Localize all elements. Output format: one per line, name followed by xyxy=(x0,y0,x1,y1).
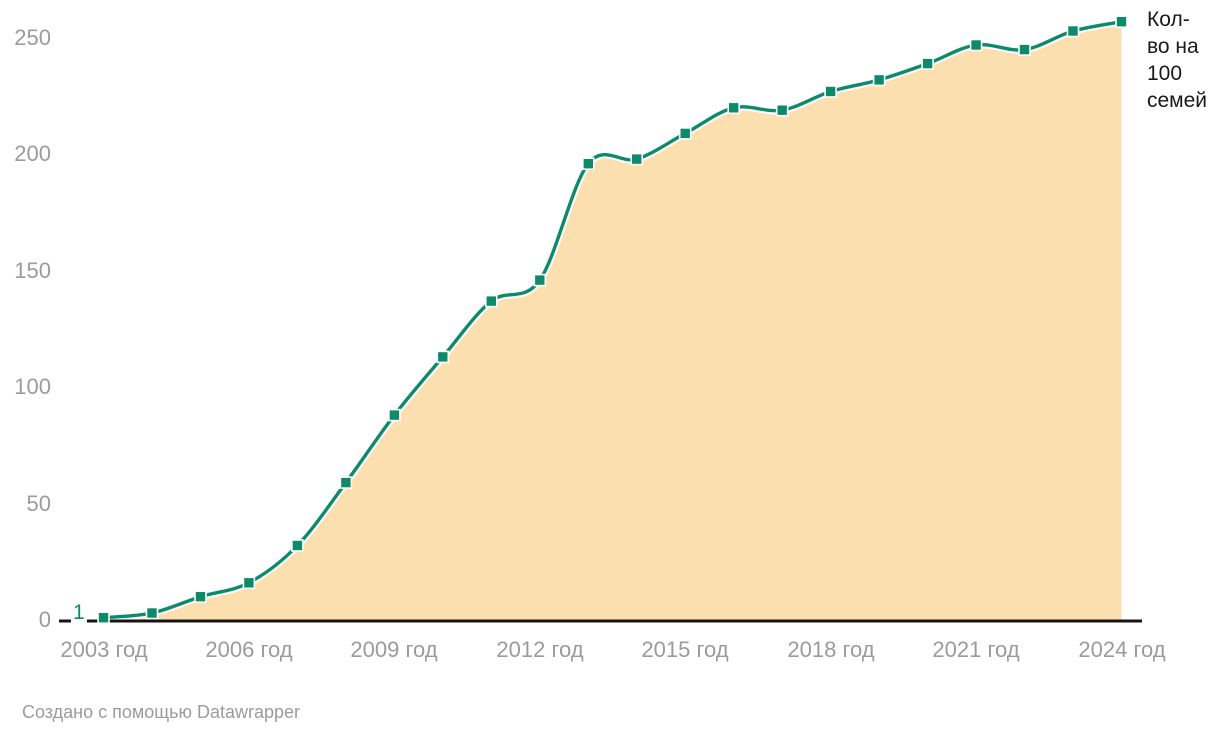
x-tick-label: 2018 год xyxy=(787,637,875,662)
x-tick-label: 2024 год xyxy=(1078,637,1166,662)
data-point-marker[interactable] xyxy=(388,408,401,422)
data-point-marker[interactable] xyxy=(97,611,110,625)
data-point-marker[interactable] xyxy=(581,157,595,170)
data-point-marker[interactable] xyxy=(339,476,353,489)
y-tick-label: 0 xyxy=(38,607,51,632)
data-point-marker[interactable] xyxy=(484,294,498,308)
area-fill xyxy=(103,21,1122,620)
y-tick-label: 250 xyxy=(14,25,51,50)
series-label: Кол-во на 100 семей xyxy=(1147,8,1208,112)
y-tick-label: 50 xyxy=(26,491,51,516)
data-point-marker[interactable] xyxy=(436,350,450,364)
x-tick-label: 2003 год xyxy=(60,637,148,662)
data-point-marker[interactable] xyxy=(824,85,837,98)
first-value-label: 1 xyxy=(71,601,87,624)
data-point-marker[interactable] xyxy=(921,57,934,70)
datawrapper-attribution[interactable]: Создано с помощью Datawrapper xyxy=(22,702,301,722)
data-point-marker[interactable] xyxy=(291,539,304,552)
data-point-marker[interactable] xyxy=(1018,43,1031,56)
data-point-marker[interactable] xyxy=(242,576,256,590)
data-point-marker[interactable] xyxy=(1066,24,1080,38)
x-tick-label: 2009 год xyxy=(350,637,438,662)
x-tick-label: 2012 год xyxy=(496,637,584,662)
y-tick-label: 200 xyxy=(14,141,51,166)
y-tick-label: 150 xyxy=(14,258,51,283)
data-point-marker[interactable] xyxy=(678,127,692,140)
data-point-marker[interactable] xyxy=(775,103,789,117)
data-point-marker[interactable] xyxy=(872,73,886,87)
data-point-marker[interactable] xyxy=(969,38,983,52)
y-tick-label: 100 xyxy=(14,374,51,399)
data-point-marker[interactable] xyxy=(194,590,207,604)
data-point-marker[interactable] xyxy=(630,152,644,166)
data-point-marker[interactable] xyxy=(533,273,547,287)
x-tick-label: 2021 год xyxy=(932,637,1020,662)
x-tick-label: 2015 год xyxy=(641,637,729,662)
x-tick-label: 2006 год xyxy=(205,637,293,662)
data-point-marker[interactable] xyxy=(727,101,741,115)
data-point-marker[interactable] xyxy=(1115,15,1128,29)
data-point-marker[interactable] xyxy=(145,606,159,620)
